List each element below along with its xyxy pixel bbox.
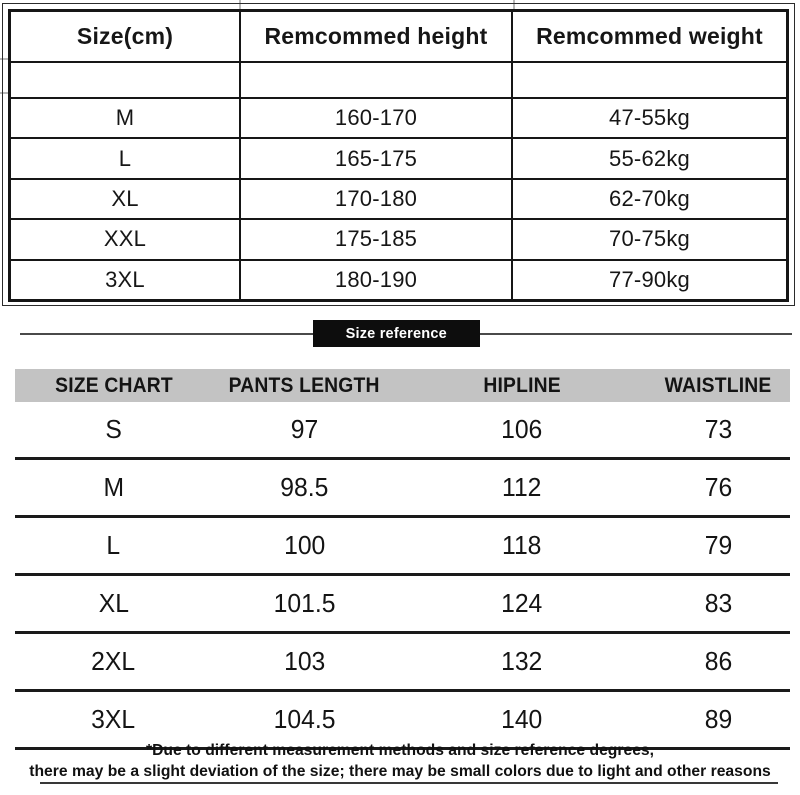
table-cell: 76 [704, 472, 733, 502]
table-row: 3XL 104.5 140 89 [15, 692, 790, 750]
table-cell: 106 [501, 414, 543, 444]
table-row: L 100 118 79 [15, 518, 790, 576]
table-cell: L [11, 139, 241, 178]
column-header-size-chart: SIZE CHART [54, 373, 173, 397]
table-row [11, 63, 786, 99]
table-cell: 2XL [91, 646, 136, 676]
column-header-size: Size(cm) [11, 12, 241, 61]
table-cell: 73 [704, 414, 733, 444]
disclaimer-line-1: *Due to different measurement methods an… [145, 742, 655, 759]
size-chart-header-row: SIZE CHART PANTS LENGTH HIPLINE WAISTLIN… [15, 369, 790, 402]
table-row: XXL 175-185 70-75kg [11, 220, 786, 261]
table-cell: 47-55kg [609, 105, 690, 131]
table-cell: S [105, 414, 122, 444]
size-chart-body: S 97 106 73 M 98.5 112 76 L 100 118 79 XL 101.5 124 83 2… [15, 402, 790, 750]
table-cell: 55-62kg [609, 145, 690, 171]
table-cell: 97 [290, 414, 319, 444]
table-cell: 101.5 [273, 588, 336, 618]
table-cell: 77-90kg [609, 266, 690, 292]
gridline-stub [0, 58, 8, 60]
table-row: L 165-175 55-62kg [11, 139, 786, 180]
gridline-stub [0, 92, 8, 94]
size-reference-label: Size reference [345, 325, 448, 342]
table-cell: XL [98, 588, 129, 618]
table-cell: 124 [501, 588, 543, 618]
table-cell: 3XL [91, 704, 136, 734]
table-cell: XL [11, 179, 241, 219]
size-chart-table: SIZE CHART PANTS LENGTH HIPLINE WAISTLIN… [15, 369, 790, 750]
table-cell: M [103, 472, 124, 502]
table-cell: 79 [704, 530, 733, 560]
size-reference-banner: Size reference [313, 320, 480, 347]
table-row: XL 170-180 62-70kg [11, 179, 786, 221]
table-row: M 98.5 112 76 [15, 460, 790, 518]
table-cell [11, 63, 241, 97]
table-cell: 86 [704, 646, 733, 676]
table-cell: M [11, 99, 241, 138]
column-header-weight: Remcommed weight [536, 23, 763, 49]
bottom-rule-line [40, 782, 778, 784]
disclaimer-line-2: there may be a slight deviation of the s… [29, 763, 771, 780]
table-cell: 175-185 [241, 220, 513, 259]
table-cell [241, 63, 513, 97]
table-cell: XXL [11, 220, 241, 259]
gridline-stub [239, 0, 241, 9]
table-cell: 62-70kg [609, 186, 690, 212]
table-row: M 160-170 47-55kg [11, 99, 786, 140]
table-cell: 83 [704, 588, 733, 618]
table-cell: 118 [502, 530, 542, 560]
table-cell [513, 63, 786, 97]
gridline-stub [513, 0, 515, 9]
column-header-height: Remcommed height [241, 12, 513, 61]
table-cell: 70-75kg [609, 226, 690, 252]
table-row: S 97 106 73 [15, 402, 790, 460]
column-header-hipline: HIPLINE [483, 373, 561, 397]
table-cell: 103 [283, 646, 326, 676]
table-row: 3XL 180-190 77-90kg [11, 260, 786, 300]
column-header-pants-length: PANTS LENGTH [228, 373, 381, 397]
table-cell: 104.5 [273, 704, 336, 734]
disclaimer-note: *Due to different measurement methods an… [0, 740, 800, 782]
table-cell: 100 [283, 530, 326, 560]
table-cell: 98.5 [280, 472, 329, 502]
table-cell: 160-170 [241, 99, 513, 138]
recommend-table-outer-frame [2, 3, 795, 306]
table-cell: 89 [704, 704, 733, 734]
recommend-table: Size(cm) Remcommed height Remcommed weig… [8, 9, 789, 302]
table-cell: 140 [501, 704, 543, 734]
table-cell: 170-180 [241, 179, 513, 219]
table-cell: 3XL [11, 260, 241, 300]
table-cell: 165-175 [241, 139, 513, 178]
table-row: 2XL 103 132 86 [15, 634, 790, 692]
table-cell: L [106, 530, 121, 560]
column-header-waistline: WAISTLINE [665, 373, 772, 397]
table-cell: 180-190 [241, 260, 513, 300]
table-row: XL 101.5 124 83 [15, 576, 790, 634]
table-cell: 112 [502, 472, 542, 502]
recommend-table-header-row: Size(cm) Remcommed height Remcommed weig… [11, 12, 786, 63]
table-cell: 132 [501, 646, 543, 676]
